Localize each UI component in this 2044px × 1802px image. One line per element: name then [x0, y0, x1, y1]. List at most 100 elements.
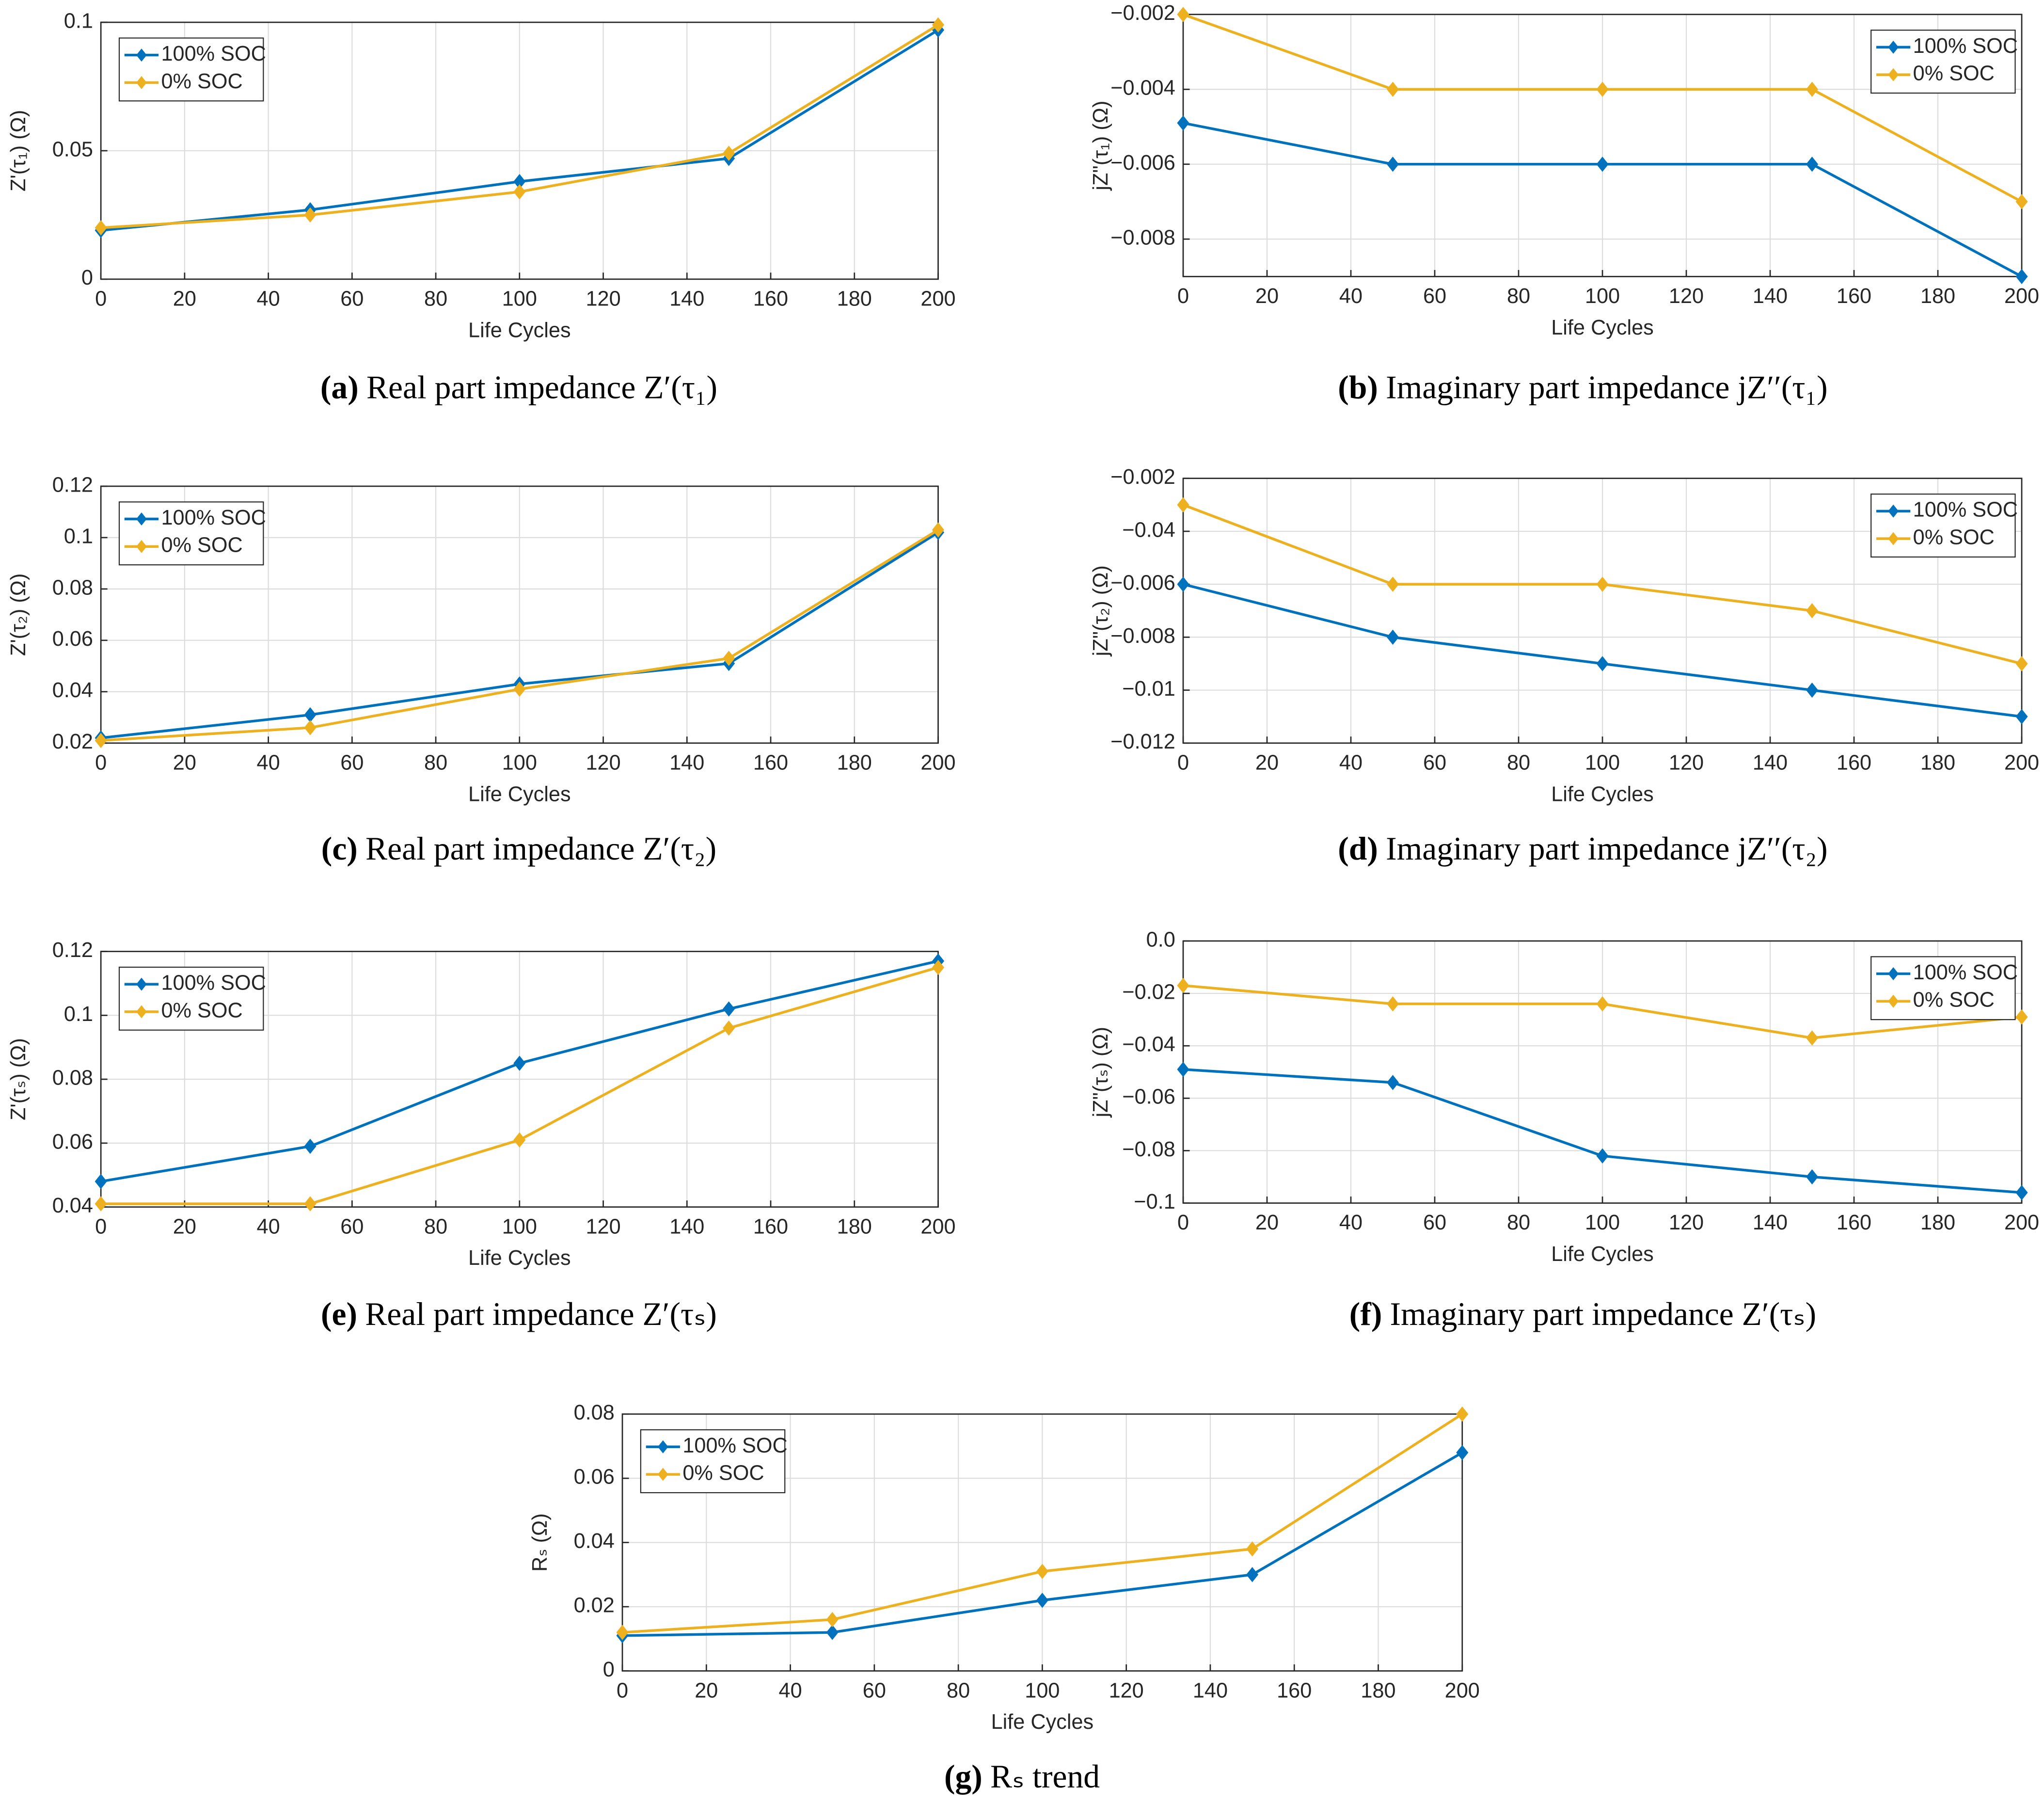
- marker: [723, 1001, 735, 1017]
- marker: [1806, 81, 1819, 97]
- legend-marker: [1888, 68, 1899, 81]
- marker: [1806, 603, 1819, 619]
- x-tick-label: 60: [340, 287, 364, 311]
- legend-box: [1870, 956, 2016, 1021]
- caption-label: (d): [1338, 830, 1378, 867]
- y-tick-label: −0.002: [1110, 465, 1175, 489]
- x-tick-label: 40: [1339, 285, 1363, 308]
- x-tick-label: 160: [753, 1215, 788, 1238]
- subplot: 0 20 40 60 80 100 120 140 160 180 200 0.0 −0.02 −0.04…: [1089, 928, 2039, 1332]
- y-tick-label: 0: [603, 1658, 615, 1681]
- caption: (f) Imaginary part impedance Z′(τₛ): [1349, 1295, 1816, 1332]
- y-tick-label: −0.008: [1110, 624, 1175, 648]
- marker: [1386, 576, 1399, 592]
- x-tick-label: 20: [173, 751, 196, 774]
- y-tick-label: −0.012: [1110, 730, 1175, 753]
- legend-marker: [1888, 967, 1899, 981]
- y-tick-label: 0.12: [52, 939, 93, 962]
- legend-label: 0% SOC: [1913, 526, 1995, 549]
- x-tick-label: 0: [95, 1215, 107, 1238]
- y-tick-label: 0.0: [1146, 928, 1175, 951]
- y-tick-label: −0.02: [1122, 980, 1175, 1004]
- marker: [723, 145, 735, 161]
- marker: [1596, 157, 1609, 172]
- marker: [1177, 576, 1189, 592]
- marker: [1596, 996, 1609, 1012]
- y-tick-label: −0.008: [1110, 226, 1175, 250]
- y-tick-label: −0.08: [1122, 1138, 1175, 1161]
- x-tick-label: 80: [424, 287, 447, 311]
- x-tick-label: 180: [1361, 1679, 1395, 1702]
- y-tick-label: −0.006: [1110, 572, 1175, 595]
- subplot: 0 20 40 60 80 100 120 140 160 180 200 0 0.05 0.1 Life …: [7, 9, 956, 405]
- marker: [1177, 978, 1189, 993]
- x-tick-label: 120: [1669, 285, 1704, 308]
- legend-marker: [1888, 504, 1899, 518]
- x-tick-label: 60: [340, 1215, 364, 1238]
- x-tick-label: 140: [1753, 285, 1788, 308]
- caption-label: (a): [320, 369, 359, 405]
- legend-marker: [1888, 40, 1899, 54]
- x-tick-label: 160: [1837, 1211, 1871, 1234]
- legend-label: 100% SOC: [161, 42, 266, 65]
- y-axis-label: Rₛ (Ω): [528, 1513, 552, 1572]
- x-tick-label: 60: [1423, 1211, 1446, 1234]
- y-axis-label: jZ"(τ₂) (Ω): [1089, 565, 1112, 657]
- legend-box: [640, 1429, 786, 1494]
- legend-label: 0% SOC: [1913, 62, 1995, 85]
- axes-box: [621, 1413, 1463, 1672]
- y-axis-label: Z'(τ₂) (Ω): [7, 574, 30, 656]
- marker: [304, 1138, 317, 1154]
- legend-label: 100% SOC: [161, 506, 266, 529]
- marker: [95, 733, 107, 749]
- subplot: 0 20 40 60 80 100 120 140 160 180 200 0.04 0.06 0.08 0…: [7, 939, 956, 1332]
- legend-box: [118, 501, 264, 566]
- caption: (c) Real part impedance Z′(τ₂): [321, 830, 716, 867]
- x-tick-label: 160: [1837, 285, 1871, 308]
- marker: [95, 1174, 107, 1189]
- legend-label: 100% SOC: [1913, 498, 2018, 522]
- legend-label: 0% SOC: [161, 999, 242, 1022]
- legend: 100% SOC 0% SOC: [1870, 30, 2018, 94]
- marker: [1386, 1075, 1399, 1090]
- x-tick-label: 180: [837, 1215, 872, 1238]
- legend-marker: [136, 1005, 147, 1019]
- y-tick-label: −0.1: [1134, 1190, 1175, 1213]
- marker: [304, 1196, 317, 1212]
- marker: [513, 681, 526, 697]
- marker: [1386, 996, 1399, 1012]
- caption-text: Imaginary part impedance jZ′′(τ₁): [1386, 369, 1827, 405]
- subplot: 0 20 40 60 80 100 120 140 160 180 200 0.02 0.04 0.06 0…: [7, 473, 956, 866]
- caption-text: Real part impedance Z′(τₛ): [365, 1295, 717, 1332]
- y-tick-label: −0.06: [1122, 1085, 1175, 1109]
- caption-label: (e): [321, 1295, 357, 1332]
- marker: [1036, 1593, 1048, 1608]
- y-axis-label: jZ"(τ₁) (Ω): [1089, 101, 1112, 191]
- caption: (b) Imaginary part impedance jZ′′(τ₁): [1338, 369, 1827, 405]
- y-tick-label: 0: [81, 266, 93, 289]
- axes-box: [1182, 478, 2023, 744]
- legend-label: 100% SOC: [161, 972, 266, 995]
- caption-label: (g): [944, 1758, 982, 1795]
- marker: [1036, 1563, 1048, 1579]
- legend-marker: [1888, 994, 1899, 1008]
- legend-box: [1870, 494, 2016, 558]
- x-tick-label: 60: [1423, 751, 1446, 774]
- axes-box: [100, 485, 939, 744]
- caption-text: Real part impedance Z′(τ₁): [366, 369, 717, 405]
- y-tick-label: 0.02: [574, 1594, 615, 1617]
- y-tick-label: −0.006: [1110, 151, 1175, 175]
- x-tick-label: 0: [617, 1679, 628, 1702]
- x-tick-label: 40: [1339, 1211, 1363, 1234]
- x-tick-label: 0: [95, 751, 107, 774]
- caption: (g) Rₛ trend: [944, 1758, 1100, 1795]
- x-tick-label: 140: [1753, 751, 1788, 774]
- x-tick-label: 40: [257, 287, 280, 311]
- marker: [1246, 1541, 1259, 1557]
- y-tick-label: 0.1: [64, 9, 93, 32]
- y-axis-label: Z'(τ₁) (Ω): [7, 110, 30, 191]
- y-tick-label: −0.004: [1110, 77, 1175, 100]
- x-axis-label: Life Cycles: [991, 1710, 1094, 1734]
- x-tick-label: 20: [173, 287, 196, 311]
- x-tick-label: 80: [424, 1215, 447, 1238]
